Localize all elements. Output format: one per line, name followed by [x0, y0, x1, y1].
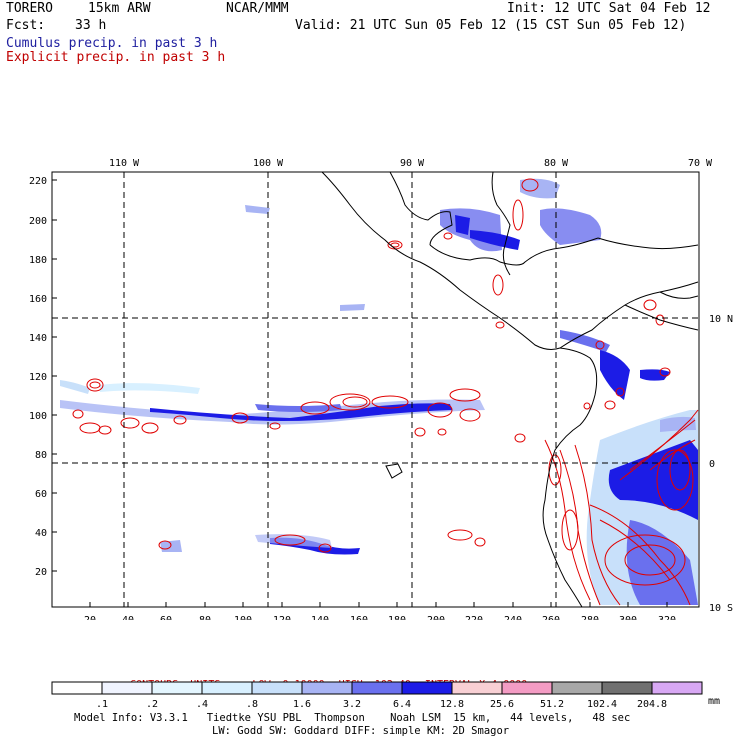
model-name: TORERO	[6, 1, 53, 16]
legend-boxes	[51, 681, 703, 695]
y-tick: 20	[35, 567, 47, 578]
graticule	[52, 172, 699, 607]
x-tick: 60	[160, 615, 172, 620]
legend-swatch	[101, 681, 153, 695]
legend-swatch	[301, 681, 353, 695]
y-tick: 40	[35, 528, 47, 539]
coastlines	[321, 171, 699, 608]
cumulus-precip-label: Cumulus precip. in past 3 h	[6, 36, 218, 51]
y-tick: 160	[29, 294, 47, 305]
y-tick: 100	[29, 411, 47, 422]
model-resolution: 15km ARW	[88, 1, 151, 16]
precip-legend: .1.2.4.8 1.6 3.2 6.4 12.8 25.6 51.2 102.4 204.8 …	[51, 681, 720, 710]
legend-label: 204.8	[637, 699, 667, 710]
legend-swatch	[201, 681, 253, 695]
x-tick: 220	[465, 615, 483, 620]
legend-swatch	[501, 681, 553, 695]
center-name: NCAR/MMM	[226, 1, 289, 16]
legend-label: 12.8	[440, 699, 464, 710]
axis-ticks	[52, 179, 668, 607]
legend-label: 1.6	[293, 699, 311, 710]
lon-label-80w: 80 W	[544, 158, 569, 169]
x-tick: 200	[427, 615, 445, 620]
y-tick: 200	[29, 216, 47, 227]
precip-map: 110 W 100 W 90 W 80 W 70 W 10 N 0 10 S 2…	[29, 158, 733, 620]
x-tick: 80	[199, 615, 211, 620]
lon-label-100w: 100 W	[253, 158, 284, 169]
x-tick: 300	[619, 615, 637, 620]
fcst-value: 33 h	[75, 18, 107, 33]
legend-swatch	[451, 681, 503, 695]
x-tick: 280	[581, 615, 599, 620]
legend-label: 6.4	[393, 699, 411, 710]
lon-label-110w: 110 W	[109, 158, 140, 169]
lat-label-10s: 10 S	[709, 603, 733, 614]
explicit-precip-label: Explicit precip. in past 3 h	[6, 50, 226, 65]
legend-swatch	[401, 681, 453, 695]
x-tick: 320	[658, 615, 676, 620]
legend-swatch	[351, 681, 403, 695]
legend-swatch	[251, 681, 303, 695]
model-info-line2: LW: Godd SW: Goddard DIFF: simple KM: 2D…	[212, 725, 510, 737]
x-tick: 240	[504, 615, 522, 620]
legend-swatch	[651, 681, 703, 695]
legend-label: .4	[196, 699, 208, 710]
legend-label: 102.4	[587, 699, 617, 710]
y-tick: 80	[35, 450, 47, 461]
y-tick: 140	[29, 333, 47, 344]
y-tick: 180	[29, 255, 47, 266]
lat-label-10n: 10 N	[709, 314, 733, 325]
legend-label: .8	[246, 699, 258, 710]
legend-unit: mm	[708, 696, 720, 707]
legend-label: .2	[146, 699, 158, 710]
legend-labels: .1 .2 .4 .8 1.6 3.2 6.4 12.8 25.6 51.2 102.4 204.8	[96, 699, 667, 710]
y-tick: 60	[35, 489, 47, 500]
x-tick: 180	[388, 615, 406, 620]
x-tick: 160	[350, 615, 368, 620]
lon-label-90w: 90 W	[400, 158, 425, 169]
fcst-label: Fcst:	[6, 18, 46, 33]
x-tick: 40	[122, 615, 134, 620]
x-tick: 260	[542, 615, 560, 620]
legend-label: 3.2	[343, 699, 361, 710]
explicit-precip-contours	[72, 178, 699, 606]
lat-label-0: 0	[709, 459, 715, 470]
y-tick: 220	[29, 176, 47, 187]
legend-swatch	[601, 681, 653, 695]
x-tick: 100	[234, 615, 252, 620]
model-info-line1: Model Info: V3.3.1 Tiedtke YSU PBL Thomp…	[74, 712, 631, 724]
x-tick: 20	[84, 615, 96, 620]
legend-label: .1	[96, 699, 108, 710]
lon-label-70w: 70 W	[688, 158, 713, 169]
legend-label: 25.6	[490, 699, 514, 710]
valid-time: Valid: 21 UTC Sun 05 Feb 12 (15 CST Sun …	[295, 18, 687, 33]
init-time: Init: 12 UTC Sat 04 Feb 12	[507, 1, 711, 16]
legend-swatch	[151, 681, 203, 695]
legend-swatch	[51, 681, 103, 695]
legend-label: 51.2	[540, 699, 564, 710]
legend-swatch	[551, 681, 603, 695]
x-tick: 120	[273, 615, 291, 620]
y-tick: 120	[29, 372, 47, 383]
x-tick: 140	[311, 615, 329, 620]
